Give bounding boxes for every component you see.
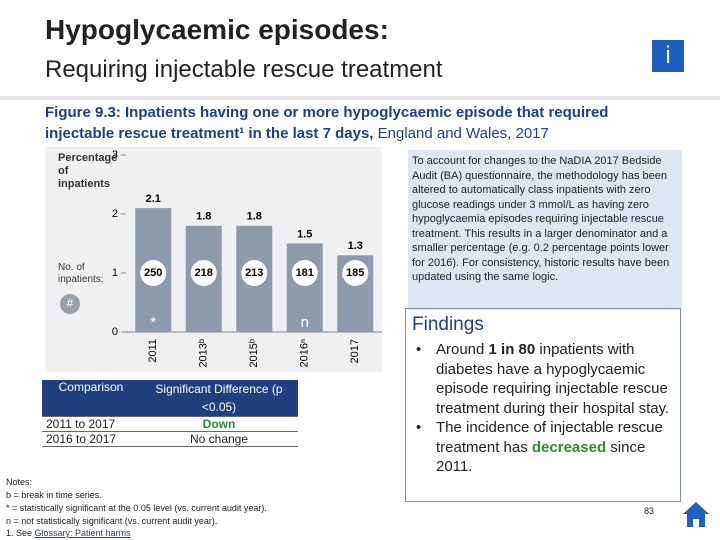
note-line: b = break in time series. [6,490,102,500]
y-tick-label: 2 [112,208,118,220]
bullet: • The incidence of injectable rescue trea… [416,418,674,477]
count-badge [140,260,167,286]
count-badge [241,260,268,286]
y-tick-label: 1 [112,267,118,279]
x-tick-label: 2017 [349,339,361,363]
footnote: 1. See Glossary: Patient harms [6,528,131,538]
value-label: 1.8 [247,211,262,223]
cell: Down [140,416,298,432]
info-icon[interactable]: i [652,40,684,72]
count-label: 181 [296,267,314,279]
count-badge [190,260,217,286]
bullet-text: Around [436,341,489,358]
caption-bold: Figure 9.3: Inpatients having one or mor… [45,104,609,142]
comparison-table: Comparison Significant Difference (p <0.… [42,380,298,447]
header-cell: Comparison [42,380,140,417]
cell: 2011 to 2017 [42,416,140,432]
findings-box: Findings • Around 1 in 80 inpatients with… [405,308,681,502]
bullet-text: inpatients with diabetes have a hypoglyc… [436,341,670,417]
bullet-text: 1 in 80 [488,341,536,358]
x-tick-label: 2013ᵇ [198,339,210,368]
count-badge [342,260,369,286]
y-axis-label: Percentage of inpatients [58,152,118,190]
divider [0,96,720,100]
x-tick-label: 2011 [147,339,159,363]
caption-normal: England and Wales, 2017 [373,125,549,142]
count-badge [291,260,318,286]
count-label: 250 [144,267,162,279]
header-cell: Significant Difference (p <0.05) [140,380,298,417]
bullet-text: The incidence of injectable rescue treat… [436,419,663,456]
page-number: 83 [644,506,655,516]
bullet-dot: • [416,419,422,436]
y-tick-label: 3 [112,149,118,161]
bullet-text: decreased [531,438,607,456]
note-line: * = statistically significant at the 0.0… [6,503,267,513]
count-symbol: # [67,296,74,310]
x-tick-label: 2015ᵇ [248,339,260,368]
table-row: 2011 to 2017 Down [42,416,298,432]
findings-title: Findings [412,314,484,335]
value-label: 2.1 [146,193,161,205]
cell: No change [140,431,298,447]
note-line: n = not statistically significant (vs. c… [6,516,218,526]
table-row: 2016 to 2017 No change [42,431,298,447]
value-label: 1.5 [297,228,312,240]
note-line: Notes: [6,477,33,487]
chart: # 0 1 2 3 2.1 250 * 2011 1.8 218 2013ᵇ 1.8 213 2015ᵇ 1… [45,147,382,372]
bullet-text: since 2011. [436,438,646,476]
title: Hypoglycaemic episodes: [45,14,389,45]
bullet: • Around 1 in 80 inpatients with diabetes… [416,340,674,418]
glossary-link[interactable]: Glossary: Patient harms [34,528,131,538]
value-label: 1.8 [196,211,211,223]
subtitle: Requiring injectable rescue treatment [45,56,443,83]
count-label: 213 [245,267,263,279]
count-symbol-badge [60,294,80,314]
note-box: To account for changes to the NaDIA 2017… [408,150,682,310]
significance-marker: n [301,314,309,331]
table-header: Comparison Significant Difference (p <0.… [42,380,298,417]
count-label: 185 [346,267,364,279]
home-icon[interactable] [682,500,710,528]
footnote-text: 1. See [6,528,35,538]
count-label: No. of inpatients: [58,262,104,285]
figure-caption: Figure 9.3: Inpatients having one or mor… [45,102,665,144]
cell: 2016 to 2017 [42,431,140,447]
count-label: 218 [195,267,213,279]
findings-list: • Around 1 in 80 inpatients with diabetes… [406,336,680,477]
significance-marker: * [150,314,156,331]
y-tick-label: 0 [112,326,118,338]
bullet-dot: • [416,341,422,358]
bar [286,243,323,332]
notes: Notes: b = break in time series. * = stati… [6,476,267,528]
value-label: 1.3 [348,240,363,252]
x-tick-label: 2016ⁿ [299,339,311,367]
